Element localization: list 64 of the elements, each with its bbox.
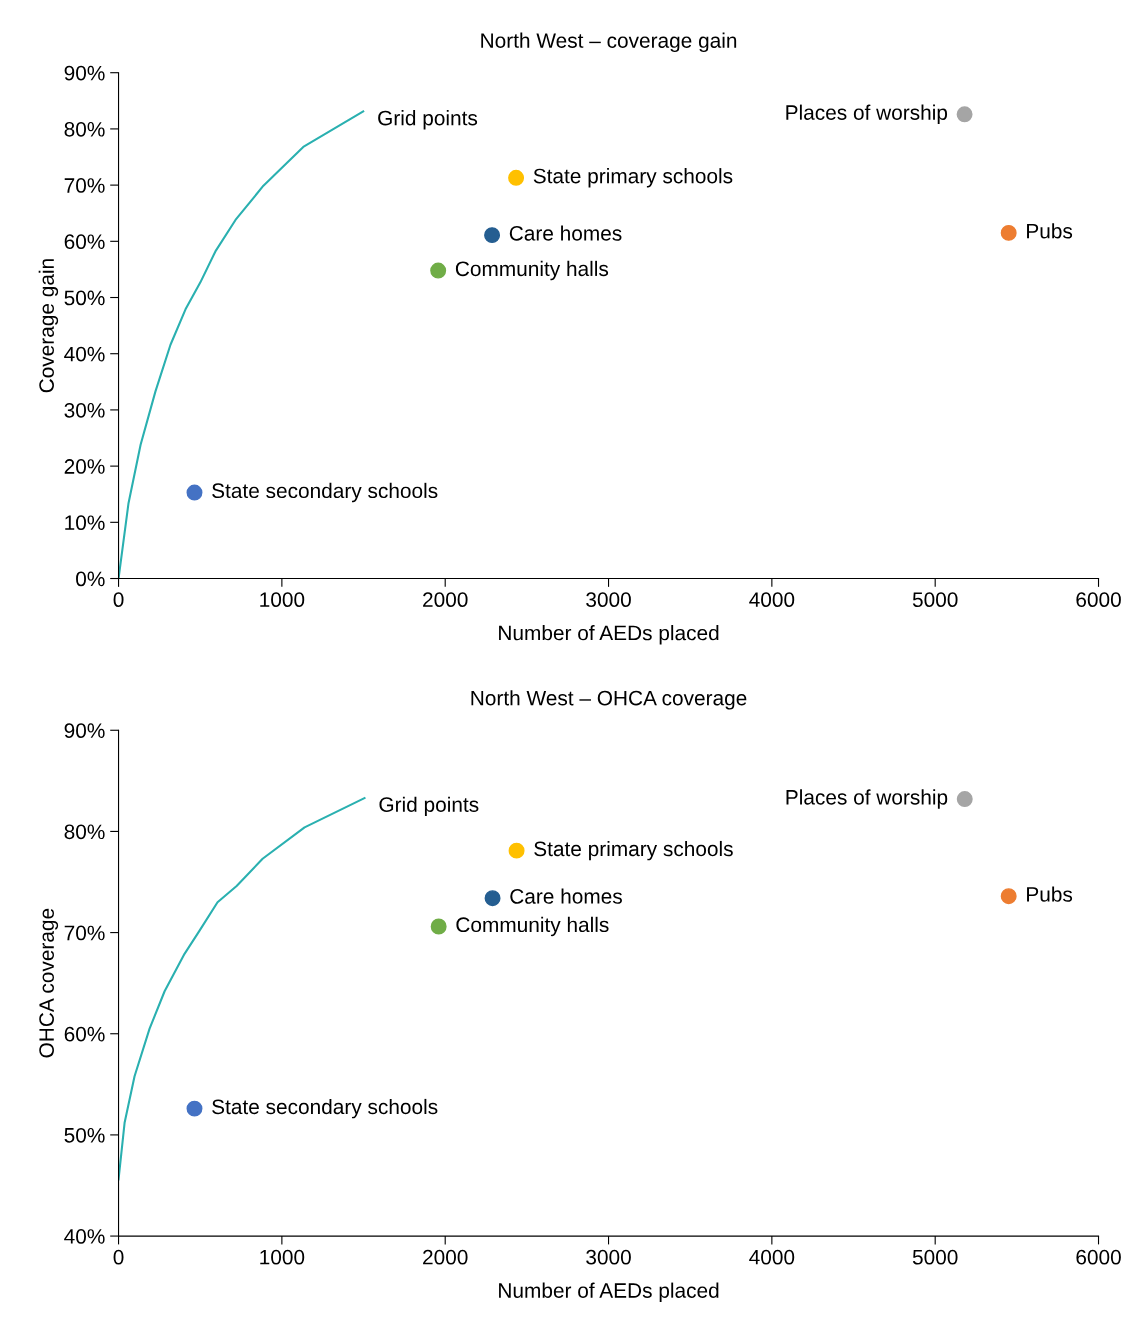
x-tick-label: 6000 (1076, 592, 1121, 608)
series-label: State primary schools (534, 840, 733, 861)
x-tick-label: 5000 (912, 1249, 958, 1265)
series-label: Places of worship (786, 789, 948, 809)
y-tick-label: 70% (64, 178, 105, 193)
line-series (118, 797, 366, 1181)
x-tick-label: 4000 (749, 1249, 795, 1265)
x-tick-label: 4000 (749, 592, 795, 608)
x-tick-label: 0 (113, 592, 124, 608)
point (430, 918, 447, 935)
x-axis-title: Number of AEDs placed (499, 625, 719, 645)
chart-title: North West – OHCA coverage (471, 690, 747, 710)
y-tick-label: 80% (64, 121, 105, 137)
point (508, 169, 525, 186)
series-label: Community halls (455, 260, 609, 281)
y-axis-title: OHCA coverage (39, 908, 59, 1058)
x-axis-title: Number of AEDs placed (499, 1282, 719, 1302)
point (186, 1100, 203, 1117)
series-label: State primary schools (533, 168, 733, 188)
y-tick-label: 70% (64, 925, 105, 941)
series-label: State secondary schools (212, 482, 438, 503)
y-axis-title: Coverage gain (38, 259, 59, 393)
y-tick-label: 0% (76, 571, 105, 587)
point (1000, 224, 1017, 241)
y-tick-label: 30% (64, 402, 105, 418)
y-tick-label: 40% (64, 346, 105, 362)
point (508, 842, 525, 859)
point (186, 484, 203, 501)
y-tick-label: 90% (64, 65, 105, 81)
point (430, 262, 447, 279)
series-label: Grid points (378, 110, 478, 130)
series-label: Places of worship (786, 104, 948, 125)
y-tick-label: 50% (64, 290, 105, 306)
x-tick-label: 1000 (260, 592, 305, 608)
x-tick-label: 6000 (1076, 1249, 1121, 1265)
x-tick-label: 2000 (423, 592, 468, 608)
point (956, 106, 973, 123)
point (484, 227, 501, 244)
y-tick-label: 10% (65, 515, 105, 531)
series-label: Pubs (1027, 223, 1073, 239)
point (1000, 888, 1017, 905)
x-tick-label: 5000 (912, 592, 958, 608)
y-tick-label: 40% (64, 1229, 105, 1244)
y-tick-label: 20% (64, 459, 105, 474)
series-label: Grid points (379, 796, 479, 817)
series-label: Care homes (509, 225, 622, 241)
y-tick-label: 60% (64, 234, 105, 250)
point (484, 890, 501, 907)
y-tick-label: 80% (64, 824, 105, 840)
x-tick-label: 0 (113, 1249, 124, 1265)
series-label: Community halls (456, 916, 609, 937)
point (956, 791, 973, 808)
y-tick-label: 90% (64, 723, 105, 739)
x-tick-label: 2000 (423, 1249, 468, 1265)
series-label: State secondary schools (212, 1098, 438, 1119)
x-tick-label: 1000 (260, 1249, 305, 1265)
x-tick-label: 3000 (586, 592, 631, 608)
y-tick-label: 50% (64, 1127, 105, 1143)
chart-title: North West – coverage gain (481, 32, 737, 53)
series-label: Pubs (1027, 886, 1073, 902)
x-tick-label: 3000 (586, 1249, 631, 1265)
line-series (118, 110, 365, 579)
y-tick-label: 60% (64, 1026, 105, 1042)
series-label: Care homes (510, 888, 622, 904)
